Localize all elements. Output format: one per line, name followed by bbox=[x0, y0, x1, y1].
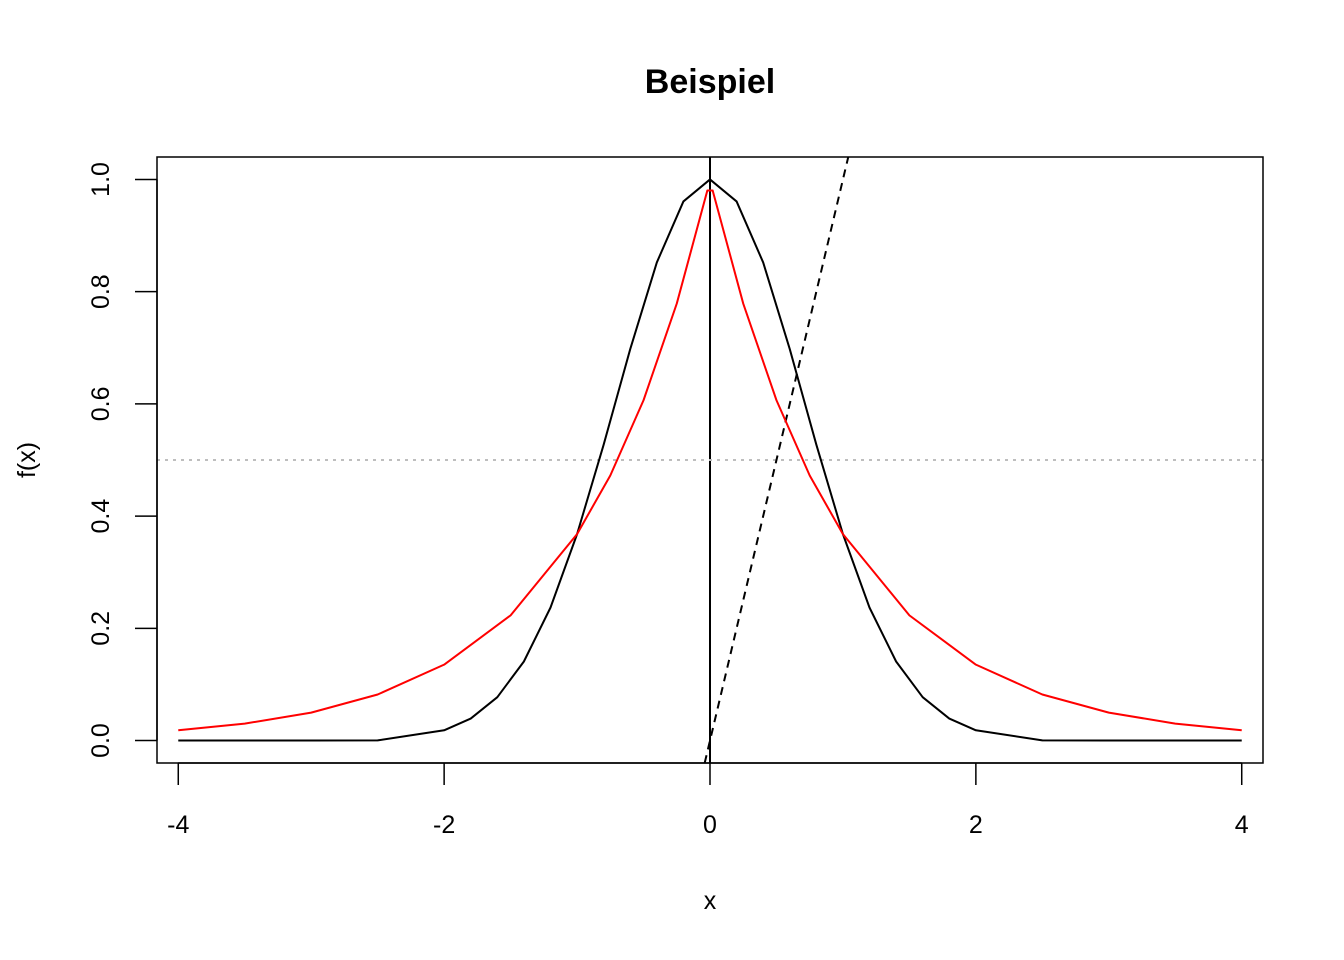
chart-title: Beispiel bbox=[645, 63, 775, 101]
reference-line-sloped bbox=[703, 156, 850, 764]
series-line-1 bbox=[178, 178, 1242, 742]
x-tick-label: 2 bbox=[969, 811, 983, 839]
y-tick-label: 1.0 bbox=[87, 162, 115, 197]
x-axis: -4 -2 0 2 4 bbox=[167, 762, 1249, 839]
reference-lines bbox=[157, 156, 1263, 764]
x-tick-label: -4 bbox=[167, 811, 189, 839]
y-tick-label: 0.4 bbox=[87, 499, 115, 534]
y-axis: 0.0 0.2 0.4 0.6 0.8 1.0 bbox=[87, 162, 158, 758]
y-axis-title: f(x) bbox=[13, 442, 41, 478]
x-axis-title: x bbox=[704, 887, 717, 915]
y-tick-label: 0.2 bbox=[87, 611, 115, 646]
series-line-2 bbox=[178, 189, 1242, 732]
x-tick-label: 0 bbox=[703, 811, 717, 839]
x-tick-label: 4 bbox=[1235, 811, 1249, 839]
x-tick-label: -2 bbox=[433, 811, 455, 839]
y-tick-label: 0.6 bbox=[87, 387, 115, 422]
y-tick-label: 0.8 bbox=[87, 274, 115, 309]
y-tick-label: 0.0 bbox=[87, 723, 115, 758]
series-layer bbox=[178, 178, 1242, 742]
